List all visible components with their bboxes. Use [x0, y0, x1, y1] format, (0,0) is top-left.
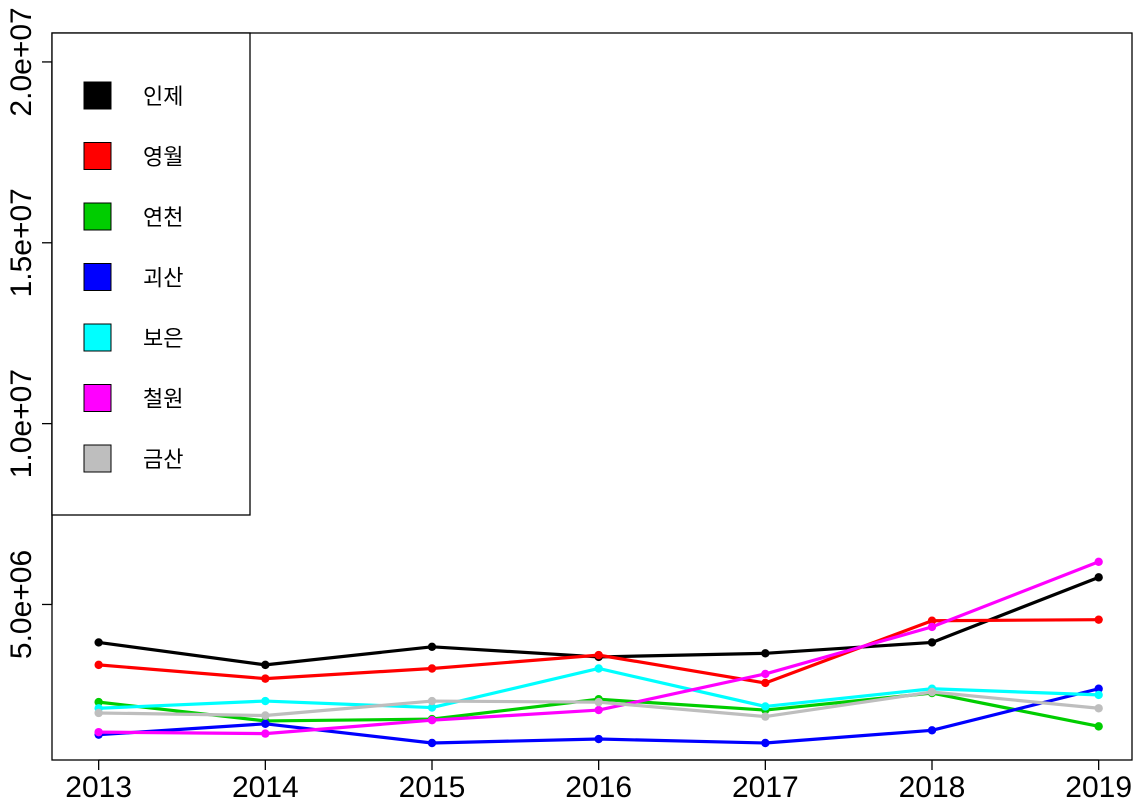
y-tick-label: 1.5e+07 — [5, 188, 38, 297]
x-tick-label: 2016 — [565, 771, 632, 804]
data-point — [594, 697, 603, 707]
data-point — [427, 703, 437, 712]
data-point — [594, 734, 603, 744]
legend-swatch — [83, 202, 112, 231]
x-tick-label: 2019 — [1065, 771, 1132, 804]
x-tick-label: 2017 — [732, 771, 799, 804]
data-point — [1094, 557, 1103, 566]
legend-label: 영월 — [143, 146, 183, 171]
legend-label: 금산 — [143, 448, 183, 473]
legend-swatch — [83, 384, 112, 412]
legend-label: 연천 — [143, 206, 183, 231]
data-point — [427, 738, 437, 748]
legend-swatch — [83, 444, 112, 473]
data-point — [761, 738, 770, 748]
legend-swatch — [83, 142, 112, 170]
data-point — [261, 711, 270, 720]
data-point — [594, 664, 603, 673]
data-point — [261, 674, 270, 683]
data-point — [261, 729, 270, 738]
data-point — [761, 649, 770, 658]
data-point — [261, 719, 270, 729]
data-point — [1094, 722, 1103, 731]
x-tick-label: 2018 — [899, 771, 966, 804]
data-point — [261, 660, 270, 670]
y-tick-label: 2.0e+07 — [5, 7, 38, 116]
data-point — [1094, 690, 1103, 700]
data-point — [761, 712, 770, 721]
y-tick-label: 1.0e+07 — [5, 369, 38, 478]
data-point — [94, 727, 103, 737]
data-point — [1094, 615, 1103, 624]
data-point — [927, 622, 937, 632]
data-point — [1094, 573, 1103, 582]
y-tick-label: 5.0e+06 — [5, 550, 38, 659]
data-point — [927, 726, 937, 735]
legend-swatch — [83, 323, 112, 352]
legend-label: 인제 — [143, 85, 183, 110]
data-point — [427, 642, 437, 651]
data-point — [594, 705, 603, 715]
data-point — [761, 669, 770, 679]
data-point — [427, 664, 437, 673]
data-point — [761, 702, 770, 711]
x-tick-label: 2015 — [399, 771, 466, 804]
data-point — [927, 687, 937, 697]
legend-label: 철원 — [143, 388, 183, 413]
data-point — [94, 708, 103, 718]
data-point — [594, 650, 603, 660]
data-point — [427, 696, 437, 706]
data-point — [927, 638, 937, 647]
data-point — [761, 678, 770, 688]
data-point — [94, 660, 103, 670]
data-point — [927, 616, 937, 625]
legend-label: 보은 — [143, 327, 183, 352]
data-point — [94, 697, 103, 707]
data-point — [94, 638, 103, 647]
x-tick-label: 2014 — [232, 771, 299, 804]
data-point — [1094, 704, 1103, 713]
legend-swatch — [83, 81, 112, 110]
x-tick-label: 2013 — [65, 771, 132, 804]
data-point — [261, 696, 270, 706]
axes: 2013 2014 2015 2016 2017 2018 2019 5.0e+06 1.0e+… — [5, 7, 1132, 804]
series-lines — [94, 557, 1103, 748]
legend-label: 괴산 — [143, 267, 183, 292]
data-point — [427, 716, 437, 725]
data-point — [1094, 684, 1103, 693]
legend-swatch — [83, 263, 112, 291]
